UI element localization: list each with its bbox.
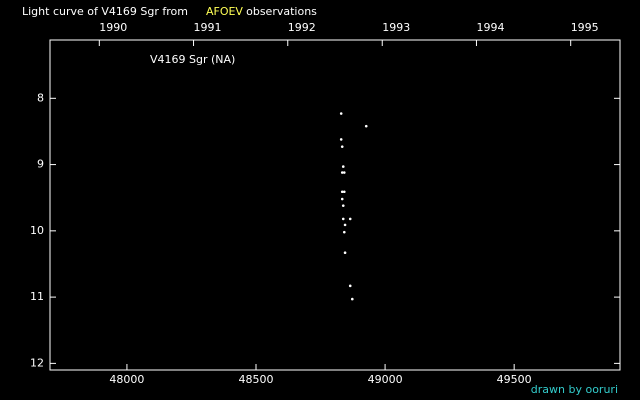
point	[348, 217, 352, 221]
point	[341, 204, 345, 207]
y-tick-label: 11	[30, 290, 44, 303]
point	[341, 165, 345, 168]
point	[342, 190, 346, 194]
point	[343, 251, 347, 255]
plot-label: V4169 Sgr (NA)	[150, 53, 235, 66]
x2-tick-label: 1995	[571, 21, 599, 34]
x-tick-label: 49000	[368, 373, 403, 386]
point	[348, 284, 352, 288]
point	[342, 230, 346, 234]
x2-tick-label: 1990	[99, 21, 127, 34]
credit: drawn by ooruri	[531, 383, 618, 396]
title-part: Light curve of V4169 Sgr from	[22, 5, 188, 18]
title-part: AFOEV	[206, 5, 243, 18]
y-tick-label: 9	[37, 158, 44, 171]
point	[339, 112, 343, 115]
title-part: observations	[246, 5, 317, 18]
y-tick-label: 10	[30, 224, 44, 237]
point	[341, 217, 345, 221]
x-tick-label: 48000	[109, 373, 144, 386]
plot-frame	[49, 39, 621, 371]
point	[340, 171, 344, 174]
point	[342, 171, 346, 174]
point	[340, 190, 344, 194]
point	[364, 124, 368, 128]
point	[340, 197, 344, 201]
y-tick-label: 8	[37, 91, 44, 104]
x2-tick-label: 1991	[194, 21, 222, 34]
point	[339, 138, 343, 141]
x2-tick-label: 1993	[382, 21, 410, 34]
point	[350, 297, 354, 301]
chart-title: Light curve of V4169 Sgr from AFOEV observ…	[22, 5, 317, 18]
x2-tick-label: 1994	[476, 21, 504, 34]
x-tick-label: 48500	[239, 373, 274, 386]
x2-tick-label: 1992	[288, 21, 316, 34]
point	[340, 145, 344, 148]
y-tick-label: 12	[30, 356, 44, 369]
point	[343, 223, 347, 227]
x-tick-label: 49500	[497, 373, 532, 386]
